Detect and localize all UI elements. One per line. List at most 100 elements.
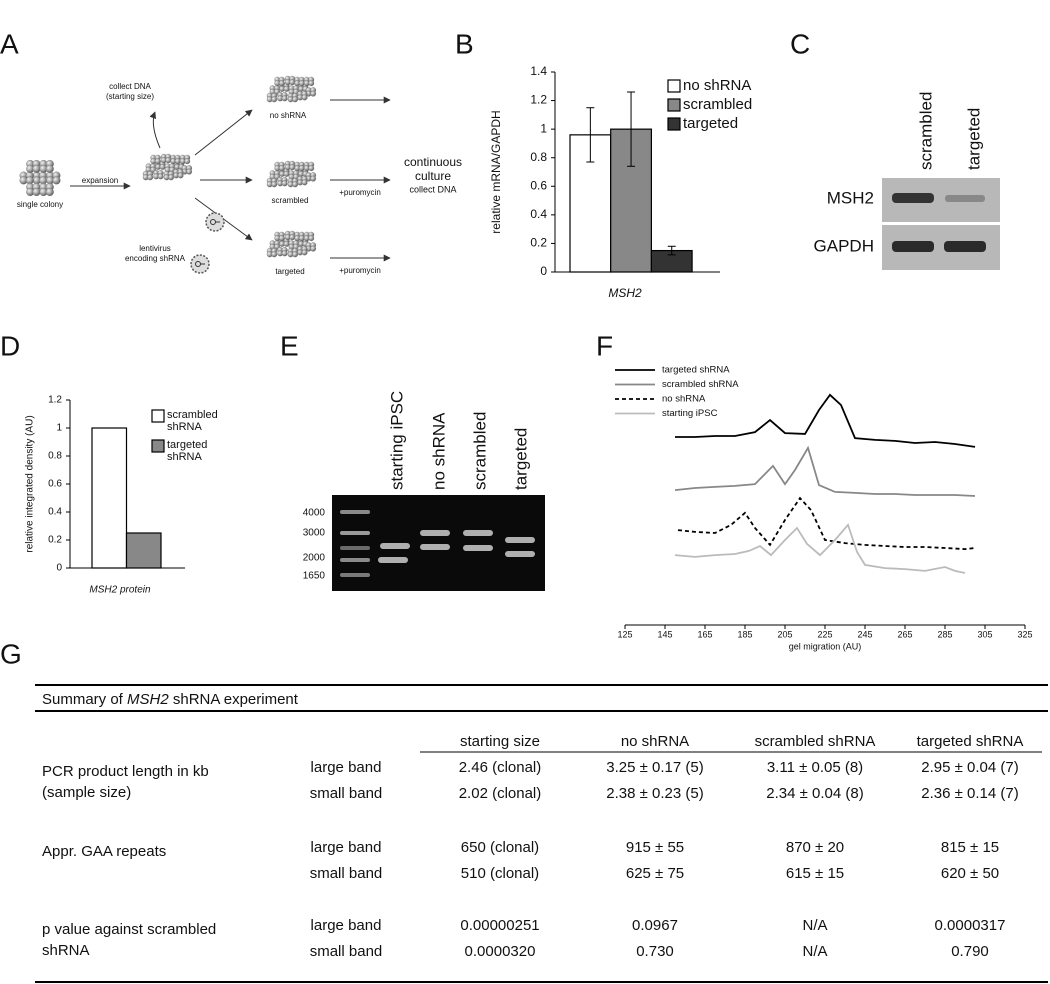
y-axis-label: relative mRNA/GAPDH	[489, 110, 503, 233]
cell	[292, 251, 299, 258]
cell	[281, 180, 288, 187]
table-cell: 2.38 ± 0.23 (5)	[606, 785, 703, 802]
band	[378, 557, 408, 563]
lane-label: scrambled	[470, 412, 489, 490]
trace	[674, 445, 976, 497]
row-group-label: p value against scrambled	[42, 921, 216, 938]
error-bar	[586, 107, 595, 163]
table-cell: 2.95 ± 0.04 (7)	[921, 759, 1018, 776]
band-label: small band	[310, 943, 383, 960]
legend-label: scrambled shRNA	[662, 379, 739, 390]
cell	[159, 163, 166, 170]
arrow	[149, 111, 161, 149]
table-cell: 0.0000320	[465, 943, 536, 960]
band	[505, 537, 535, 543]
legend-label: targeted shRNA	[167, 439, 207, 463]
cell	[289, 79, 296, 86]
cell	[301, 249, 308, 256]
table-title: Summary of MSH2 shRNA experiment	[42, 691, 299, 708]
trace	[677, 496, 976, 551]
cell	[298, 80, 305, 87]
lane-label: starting iPSC	[387, 391, 406, 490]
lane-label: no shRNA	[429, 412, 448, 490]
cell	[283, 86, 290, 92]
row-group-label: PCR product length in kb	[42, 763, 209, 780]
y-tick-label: 0.8	[530, 150, 547, 164]
cell	[186, 168, 193, 175]
cell	[283, 170, 290, 177]
cell	[298, 165, 305, 172]
band	[463, 530, 493, 536]
diagram-label: encoding shRNA	[125, 254, 186, 263]
cell	[278, 235, 285, 242]
panel-letter: C	[790, 28, 810, 59]
y-tick-label: 1.2	[48, 395, 62, 406]
row-group-label: shRNA	[42, 942, 90, 959]
legend-swatch	[151, 409, 165, 423]
marker-label: 2000	[303, 553, 326, 564]
cell	[278, 165, 285, 172]
colony	[266, 160, 317, 188]
cell	[184, 158, 191, 165]
legend-line: shRNA	[167, 421, 203, 433]
legend-swatch	[667, 79, 681, 93]
cell	[168, 174, 175, 181]
row-group-label: Appr. GAA repeats	[42, 843, 166, 860]
cell	[308, 165, 315, 172]
y-tick-label: 0	[540, 264, 547, 278]
cell	[281, 250, 288, 257]
legend-label: targeted shRNA	[662, 365, 730, 376]
colony	[266, 230, 317, 258]
cell	[147, 174, 154, 181]
column-header: targeted shRNA	[917, 733, 1024, 750]
row-label: GAPDH	[814, 236, 874, 255]
panel-letter: A	[0, 28, 19, 59]
x-tick-label: 225	[817, 629, 832, 639]
title-part: Summary of	[42, 691, 127, 708]
cell	[278, 80, 285, 87]
cell	[308, 235, 315, 242]
x-tick-label: 145	[657, 629, 672, 639]
diagram-label: continuous	[404, 155, 462, 169]
cell	[157, 173, 164, 180]
lane-label: scrambled	[916, 92, 935, 170]
cell	[32, 188, 41, 197]
x-tick-label: 285	[937, 629, 952, 639]
diagram-label: targeted	[275, 267, 304, 276]
band	[463, 545, 493, 551]
y-tick-label: 0.4	[48, 507, 62, 518]
table-cell: 3.25 ± 0.17 (5)	[606, 759, 703, 776]
legend-swatch	[667, 98, 681, 112]
cell	[154, 158, 161, 165]
diagram-label: scrambled	[272, 196, 309, 205]
trace	[674, 523, 966, 574]
y-tick-label: 1.2	[530, 93, 547, 107]
legend-label: scrambled shRNA	[167, 409, 218, 433]
diagram-label: collect DNA	[109, 82, 151, 91]
band	[505, 551, 535, 557]
legend-swatch	[667, 117, 681, 131]
legend-line: scrambled	[167, 409, 218, 421]
table-cell: 870 ± 20	[786, 839, 844, 856]
cell	[298, 235, 305, 242]
error-bar	[627, 91, 636, 167]
panel-letter: F	[596, 330, 613, 361]
diagram-label: collect DNA	[409, 184, 456, 194]
x-tick-label: 265	[897, 629, 912, 639]
cell	[174, 158, 181, 165]
panel-letter: B	[455, 28, 474, 59]
band-label: large band	[311, 759, 382, 776]
table-cell: N/A	[802, 943, 827, 960]
band	[892, 241, 934, 252]
table-cell: 0.00000251	[460, 917, 539, 934]
panel-letter: E	[280, 330, 299, 361]
band-label: large band	[311, 917, 382, 934]
title-part: shRNA experiment	[169, 691, 299, 708]
marker-label: 3000	[303, 528, 326, 539]
table-cell: 510 (clonal)	[461, 865, 539, 882]
x-tick-label: 205	[777, 629, 792, 639]
cell	[292, 96, 299, 103]
legend-line: targeted	[167, 439, 207, 451]
arrow	[194, 109, 253, 156]
